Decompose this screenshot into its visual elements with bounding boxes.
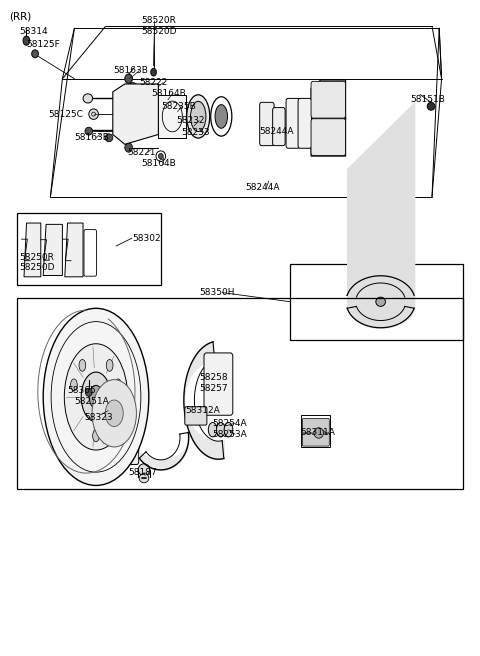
Ellipse shape: [23, 36, 30, 45]
Text: 58254A: 58254A: [213, 419, 247, 428]
Ellipse shape: [191, 101, 206, 131]
Ellipse shape: [115, 379, 121, 391]
Ellipse shape: [139, 474, 149, 483]
Polygon shape: [113, 84, 158, 144]
Polygon shape: [24, 223, 41, 277]
Ellipse shape: [64, 344, 128, 450]
Ellipse shape: [89, 385, 103, 409]
FancyBboxPatch shape: [311, 81, 346, 118]
Bar: [17, 298, 463, 489]
Ellipse shape: [128, 83, 138, 92]
Ellipse shape: [85, 127, 93, 135]
Text: 58302: 58302: [132, 234, 161, 243]
Text: 58257: 58257: [199, 384, 228, 393]
Text: 58312A: 58312A: [186, 406, 220, 415]
Text: 58233: 58233: [181, 128, 210, 137]
Text: 58163B: 58163B: [113, 66, 148, 75]
Ellipse shape: [125, 143, 132, 152]
Ellipse shape: [83, 94, 93, 103]
Text: 58311A: 58311A: [300, 428, 335, 438]
Text: 58164B: 58164B: [151, 89, 186, 98]
FancyBboxPatch shape: [185, 407, 207, 425]
Bar: [17, 213, 161, 285]
Ellipse shape: [151, 68, 156, 76]
Ellipse shape: [187, 94, 210, 138]
Ellipse shape: [71, 379, 77, 391]
Text: 58235B: 58235B: [161, 102, 195, 111]
Bar: [301, 415, 330, 447]
Ellipse shape: [314, 428, 324, 438]
Text: 58125F: 58125F: [26, 40, 60, 49]
Text: 58244A: 58244A: [245, 183, 279, 192]
Bar: [290, 264, 463, 340]
Text: 58151B: 58151B: [410, 95, 445, 104]
Ellipse shape: [81, 372, 111, 422]
Bar: [158, 95, 186, 138]
Polygon shape: [311, 80, 346, 156]
FancyBboxPatch shape: [298, 98, 312, 148]
Ellipse shape: [105, 400, 123, 426]
Text: (RR): (RR): [10, 11, 32, 22]
Ellipse shape: [106, 359, 113, 371]
Ellipse shape: [138, 464, 150, 476]
Ellipse shape: [92, 380, 136, 447]
FancyBboxPatch shape: [286, 98, 300, 148]
Ellipse shape: [105, 134, 113, 142]
Text: 58221: 58221: [127, 148, 156, 157]
Ellipse shape: [213, 377, 224, 390]
FancyBboxPatch shape: [204, 353, 233, 415]
Text: 58314: 58314: [19, 27, 48, 36]
Text: 58323: 58323: [84, 413, 113, 422]
Text: 58187: 58187: [129, 468, 157, 477]
Ellipse shape: [141, 85, 147, 92]
Ellipse shape: [224, 422, 233, 437]
FancyBboxPatch shape: [120, 432, 139, 464]
Text: 58163B: 58163B: [74, 133, 109, 142]
Text: 58520D: 58520D: [142, 27, 177, 36]
FancyBboxPatch shape: [260, 102, 274, 146]
Ellipse shape: [93, 430, 99, 441]
Text: 58251A: 58251A: [74, 397, 109, 406]
FancyBboxPatch shape: [302, 419, 329, 433]
FancyBboxPatch shape: [311, 119, 346, 155]
Text: 58244A: 58244A: [259, 127, 294, 136]
Ellipse shape: [79, 359, 86, 371]
Ellipse shape: [215, 104, 228, 128]
FancyBboxPatch shape: [302, 433, 329, 446]
Ellipse shape: [32, 50, 38, 58]
Text: 58350H: 58350H: [199, 288, 235, 297]
Polygon shape: [43, 224, 62, 276]
Text: 58258: 58258: [199, 373, 228, 382]
Polygon shape: [65, 223, 83, 277]
FancyBboxPatch shape: [273, 108, 285, 146]
Ellipse shape: [43, 308, 149, 485]
Text: 58365: 58365: [67, 386, 96, 396]
Ellipse shape: [216, 422, 225, 437]
Ellipse shape: [85, 388, 92, 396]
Ellipse shape: [89, 109, 98, 119]
Text: 58125C: 58125C: [48, 110, 83, 119]
Text: 58232: 58232: [177, 116, 205, 125]
Text: 58520R: 58520R: [142, 16, 177, 26]
Text: 58164B: 58164B: [142, 159, 176, 169]
Ellipse shape: [158, 154, 163, 159]
Text: 58253A: 58253A: [213, 430, 247, 439]
Ellipse shape: [208, 422, 217, 437]
Ellipse shape: [427, 102, 435, 110]
Text: 58250D: 58250D: [19, 263, 55, 272]
Ellipse shape: [376, 297, 385, 306]
Text: 58250R: 58250R: [19, 253, 54, 262]
Ellipse shape: [125, 74, 132, 83]
Text: 58222: 58222: [139, 78, 168, 87]
